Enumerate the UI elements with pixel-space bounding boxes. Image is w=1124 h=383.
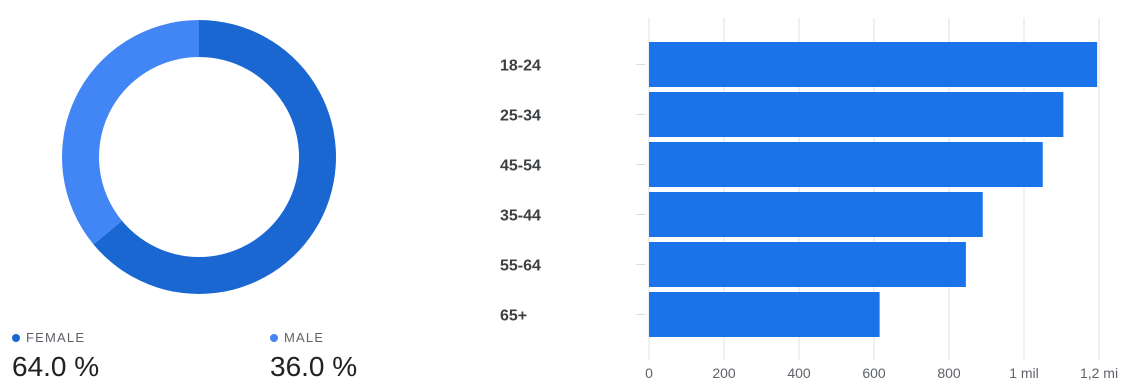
legend-male-dot <box>270 333 278 342</box>
legend-male: MALE 36.0 % <box>270 330 357 383</box>
gender-donut-chart: FEMALE 64.0 % MALE 36.0 % <box>0 0 400 383</box>
donut-slice-male <box>61 20 199 245</box>
legend-male-label: MALE <box>284 330 325 345</box>
category-label: 65+ <box>500 308 527 325</box>
bar-45-54 <box>649 142 1043 187</box>
bar-18-24 <box>649 42 1098 87</box>
category-label: 35-44 <box>500 208 541 225</box>
category-label: 25-34 <box>500 108 541 125</box>
category-label: 55-64 <box>500 258 541 275</box>
legend-male-value: 36.0 % <box>270 351 358 382</box>
donut-slice-female <box>93 20 336 295</box>
x-tick-label: 0 <box>645 365 653 381</box>
bar-svg: 0 200 400 600 800 1 mil 1,2 mi 18-24 25-34 45-54 3… <box>500 18 1118 381</box>
legend-female: FEMALE 64.0 % <box>12 330 99 383</box>
bar-65+ <box>649 292 880 337</box>
donut-svg <box>61 20 336 295</box>
x-tick-label: 200 <box>712 365 736 381</box>
x-tick-label: 1 mil <box>1009 365 1039 381</box>
x-tick-label: 800 <box>937 365 961 381</box>
legend-female-label: FEMALE <box>26 330 86 345</box>
bar-25-34 <box>649 92 1064 137</box>
x-tick-label: 400 <box>787 365 811 381</box>
bar-35-44 <box>649 192 983 237</box>
legend-female-dot <box>12 333 20 342</box>
x-tick-label: 1,2 mi <box>1080 365 1118 381</box>
legend-female-value: 64.0 % <box>12 351 100 382</box>
category-label: 18-24 <box>500 58 541 75</box>
age-bar-chart: 0 200 400 600 800 1 mil 1,2 mi 18-24 25-34 45-54 3… <box>440 0 1124 383</box>
x-tick-label: 600 <box>862 365 886 381</box>
bar-55-64 <box>649 242 966 287</box>
category-label: 45-54 <box>500 158 541 175</box>
